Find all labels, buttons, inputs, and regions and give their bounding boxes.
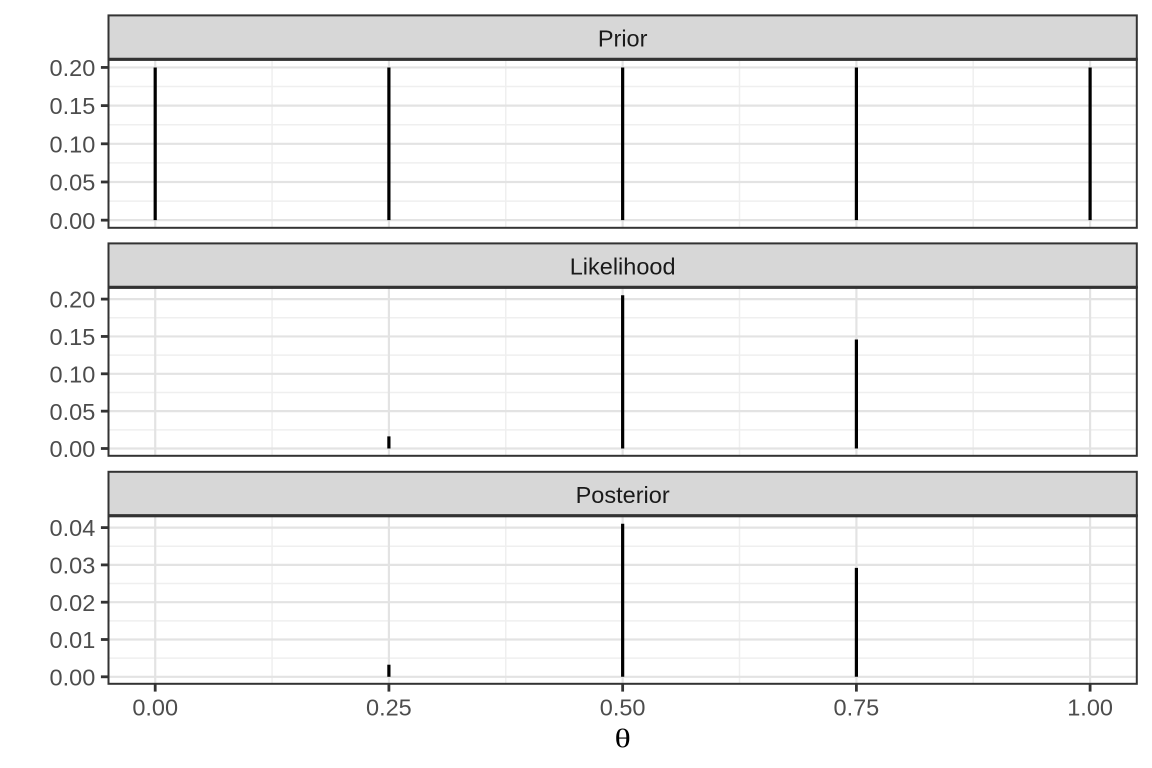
svg-text:0.75: 0.75 bbox=[834, 695, 880, 721]
svg-text:0.02: 0.02 bbox=[50, 590, 96, 616]
svg-text:0.00: 0.00 bbox=[132, 695, 178, 721]
svg-text:θ: θ bbox=[615, 724, 631, 754]
svg-text:0.15: 0.15 bbox=[50, 324, 96, 350]
svg-text:0.03: 0.03 bbox=[50, 553, 96, 579]
svg-text:0.05: 0.05 bbox=[50, 399, 96, 425]
svg-text:0.00: 0.00 bbox=[50, 664, 96, 690]
svg-text:0.00: 0.00 bbox=[50, 436, 96, 462]
svg-text:0.05: 0.05 bbox=[50, 170, 96, 196]
svg-text:0.50: 0.50 bbox=[600, 695, 646, 721]
svg-text:0.04: 0.04 bbox=[50, 515, 96, 541]
svg-text:Posterior: Posterior bbox=[576, 482, 670, 508]
svg-text:0.25: 0.25 bbox=[366, 695, 412, 721]
svg-text:0.20: 0.20 bbox=[50, 287, 96, 313]
svg-text:0.20: 0.20 bbox=[50, 55, 96, 81]
svg-text:0.15: 0.15 bbox=[50, 93, 96, 119]
svg-text:0.10: 0.10 bbox=[50, 131, 96, 157]
svg-text:0.10: 0.10 bbox=[50, 361, 96, 387]
svg-text:0.00: 0.00 bbox=[50, 208, 96, 234]
svg-text:Prior: Prior bbox=[598, 25, 648, 51]
svg-text:0.01: 0.01 bbox=[50, 627, 96, 653]
svg-text:1.00: 1.00 bbox=[1067, 695, 1113, 721]
svg-text:Likelihood: Likelihood bbox=[570, 253, 676, 279]
